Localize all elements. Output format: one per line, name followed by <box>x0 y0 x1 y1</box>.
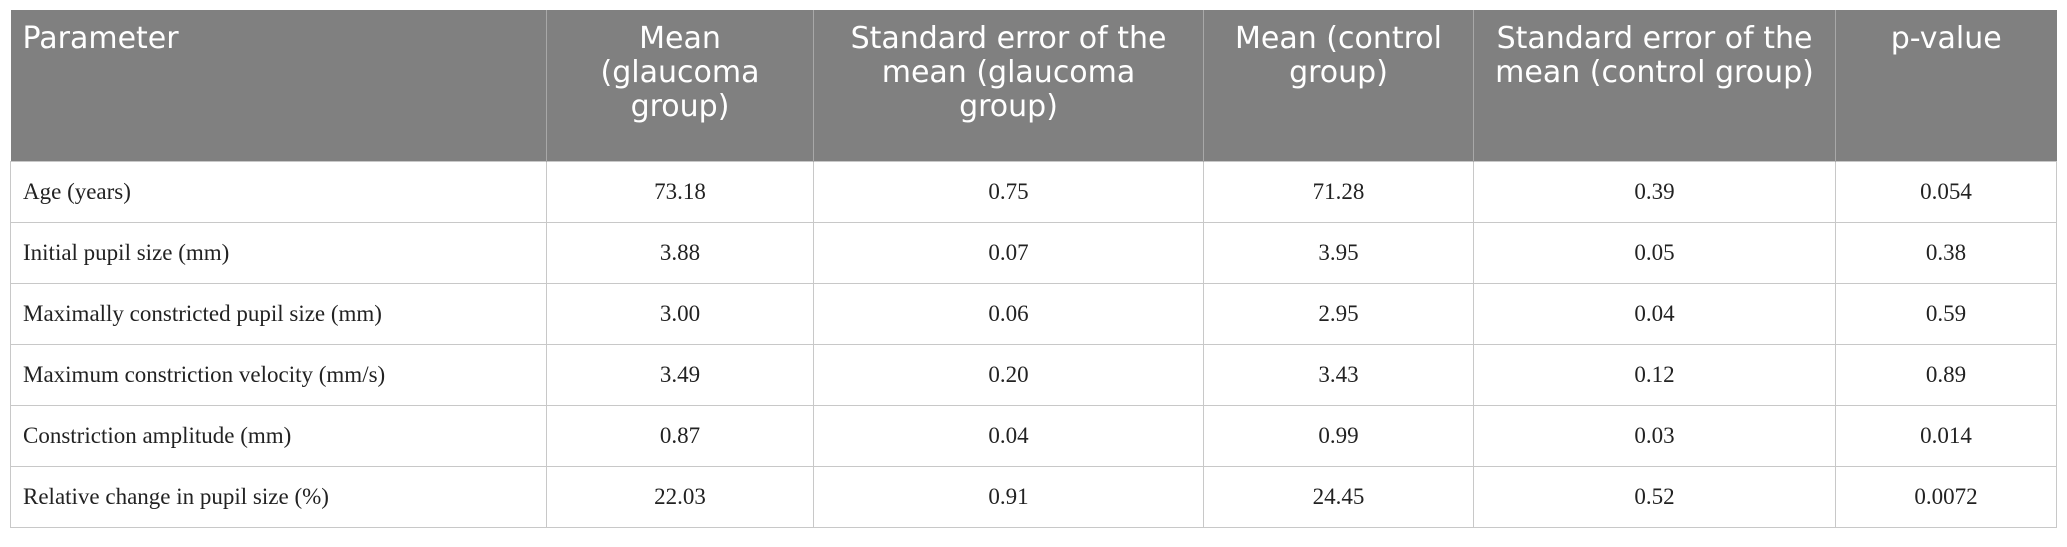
table-cell: 0.05 <box>1473 221 1836 284</box>
row-label: Initial pupil size (mm) <box>10 221 547 284</box>
table-cell: 2.95 <box>1203 282 1474 345</box>
table-cell: 22.03 <box>546 465 814 528</box>
table-cell: 0.38 <box>1835 221 2057 284</box>
table-header: Parameter Mean (glaucoma group) Standard e… <box>10 10 2057 161</box>
table-cell: 0.06 <box>813 282 1204 345</box>
header-cell: Mean (control group) <box>1203 10 1474 161</box>
table-row: Constriction amplitude (mm) 0.87 0.04 0.99 0… <box>10 404 2057 467</box>
table-cell: 0.39 <box>1473 160 1836 223</box>
row-label: Constriction amplitude (mm) <box>10 404 547 467</box>
table-cell: 0.04 <box>813 404 1204 467</box>
table-cell: 0.87 <box>546 404 814 467</box>
row-label: Age (years) <box>10 160 547 223</box>
table-row: Initial pupil size (mm) 3.88 0.07 3.95 0.05 0… <box>10 221 2057 284</box>
table-cell: 0.89 <box>1835 343 2057 406</box>
table-row: Age (years) 73.18 0.75 71.28 0.39 0.054 <box>10 160 2057 223</box>
table-cell: 0.52 <box>1473 465 1836 528</box>
table-cell: 0.054 <box>1835 160 2057 223</box>
table-cell: 3.49 <box>546 343 814 406</box>
table-cell: 3.00 <box>546 282 814 345</box>
header-cell: Standard error of the mean (glaucoma gro… <box>813 10 1204 161</box>
table-cell: 73.18 <box>546 160 814 223</box>
table-cell: 0.20 <box>813 343 1204 406</box>
table-row: Maximally constricted pupil size (mm) 3.0… <box>10 282 2057 345</box>
table-cell: 0.0072 <box>1835 465 2057 528</box>
table-row: Relative change in pupil size (%) 22.03 0.… <box>10 465 2057 528</box>
table-cell: 0.07 <box>813 221 1204 284</box>
header-cell: Standard error of the mean (control grou… <box>1473 10 1836 161</box>
table-body: Age (years) 73.18 0.75 71.28 0.39 0.054 Initia… <box>10 160 2057 528</box>
table-cell: 0.014 <box>1835 404 2057 467</box>
data-table: Parameter Mean (glaucoma group) Standard e… <box>10 10 2057 528</box>
table-cell: 0.12 <box>1473 343 1836 406</box>
table-cell: 0.03 <box>1473 404 1836 467</box>
header-cell: p-value <box>1835 10 2057 161</box>
row-label: Relative change in pupil size (%) <box>10 465 547 528</box>
table-cell: 24.45 <box>1203 465 1474 528</box>
header-cell: Parameter <box>10 10 547 161</box>
table-cell: 0.99 <box>1203 404 1474 467</box>
table-cell: 0.04 <box>1473 282 1836 345</box>
header-row: Parameter Mean (glaucoma group) Standard e… <box>10 10 2057 161</box>
table-row: Maximum constriction velocity (mm/s) 3.49… <box>10 343 2057 406</box>
table-cell: 3.95 <box>1203 221 1474 284</box>
row-label: Maximum constriction velocity (mm/s) <box>10 343 547 406</box>
table-cell: 0.91 <box>813 465 1204 528</box>
header-cell: Mean (glaucoma group) <box>546 10 814 161</box>
table-cell: 0.75 <box>813 160 1204 223</box>
table-cell: 71.28 <box>1203 160 1474 223</box>
table-cell: 3.88 <box>546 221 814 284</box>
table-cell: 0.59 <box>1835 282 2057 345</box>
table-cell: 3.43 <box>1203 343 1474 406</box>
row-label: Maximally constricted pupil size (mm) <box>10 282 547 345</box>
